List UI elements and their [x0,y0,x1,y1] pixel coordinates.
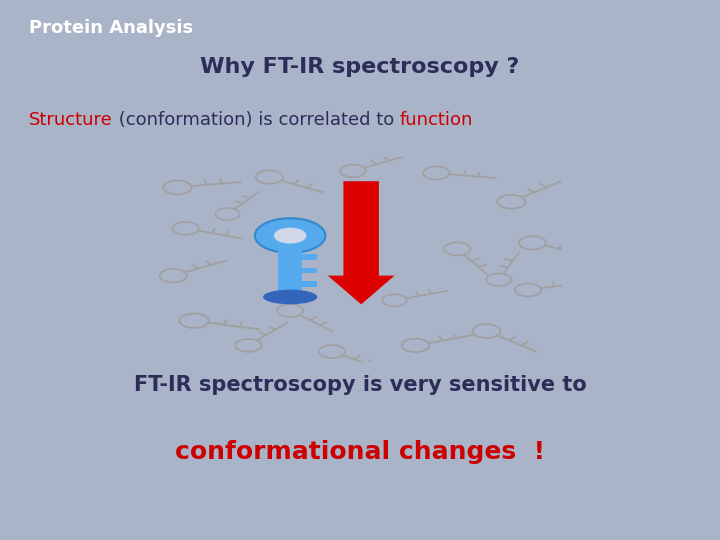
Bar [302,254,318,260]
Bar [278,235,302,297]
Ellipse shape [263,289,318,305]
Text: function: function [400,111,473,129]
Bar [302,268,318,273]
Text: (conformation) is correlated to: (conformation) is correlated to [112,111,400,129]
FancyArrow shape [328,181,395,305]
Bar [302,281,318,287]
Text: FT-IR spectroscopy is very sensitive to: FT-IR spectroscopy is very sensitive to [134,375,586,395]
Text: Why FT-IR spectroscopy ?: Why FT-IR spectroscopy ? [200,57,520,77]
Text: conformational changes  !: conformational changes ! [175,440,545,464]
Text: Structure: Structure [29,111,112,129]
Circle shape [255,218,325,253]
Text: Protein Analysis: Protein Analysis [29,19,193,37]
Circle shape [274,227,307,244]
